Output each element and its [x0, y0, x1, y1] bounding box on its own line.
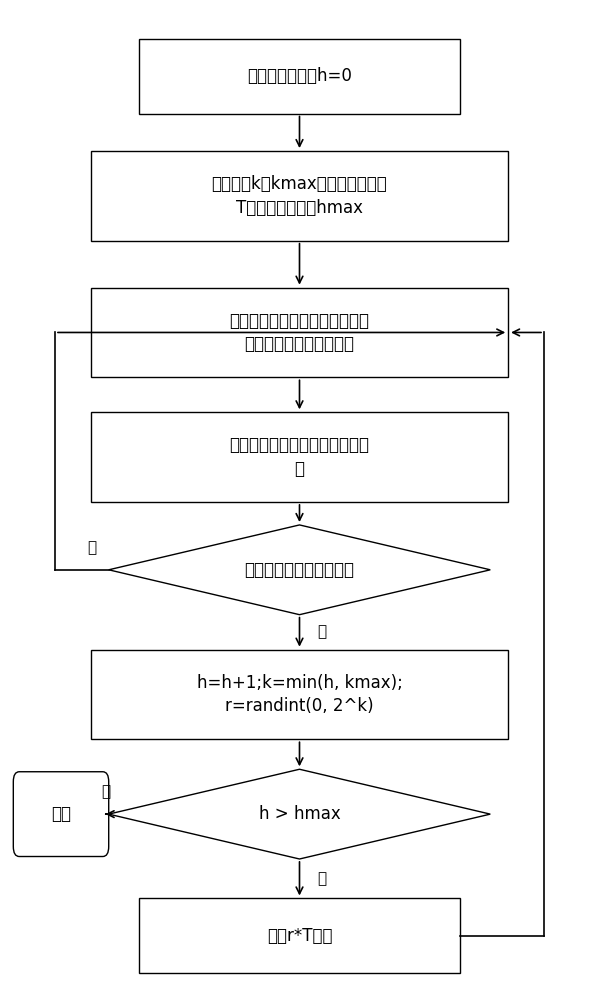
Text: 结束: 结束 [51, 805, 71, 823]
FancyBboxPatch shape [138, 898, 461, 973]
FancyBboxPatch shape [91, 151, 508, 241]
Text: 初始化碰撞次数h=0: 初始化碰撞次数h=0 [247, 67, 352, 85]
FancyBboxPatch shape [91, 650, 508, 739]
Text: 定义参数k、kmax、基本回退时间
T、最大碰撞次数hmax: 定义参数k、kmax、基本回退时间 T、最大碰撞次数hmax [211, 175, 388, 217]
Text: 判断数据帧是否受到碰撞: 判断数据帧是否受到碰撞 [244, 561, 355, 579]
Text: h=h+1;k=min(h, kmax);
r=randint(0, 2^k): h=h+1;k=min(h, kmax); r=randint(0, 2^k) [196, 674, 403, 715]
Text: 是: 是 [317, 625, 326, 640]
Polygon shape [108, 769, 491, 859]
Text: 将收到的窄带信号进行解调、解
码: 将收到的窄带信号进行解调、解 码 [229, 436, 370, 478]
Text: h > hmax: h > hmax [259, 805, 340, 823]
Text: 等待r*T时间: 等待r*T时间 [267, 927, 332, 945]
Text: 否: 否 [317, 871, 326, 886]
FancyBboxPatch shape [138, 39, 461, 114]
FancyBboxPatch shape [13, 772, 108, 857]
Polygon shape [108, 525, 491, 615]
Text: 在窄带频段发送数据帧信号，同
时接收窄带频段内的信号: 在窄带频段发送数据帧信号，同 时接收窄带频段内的信号 [229, 312, 370, 353]
Text: 是: 是 [101, 784, 110, 799]
FancyBboxPatch shape [91, 288, 508, 377]
FancyBboxPatch shape [91, 412, 508, 502]
Text: 否: 否 [87, 540, 97, 555]
